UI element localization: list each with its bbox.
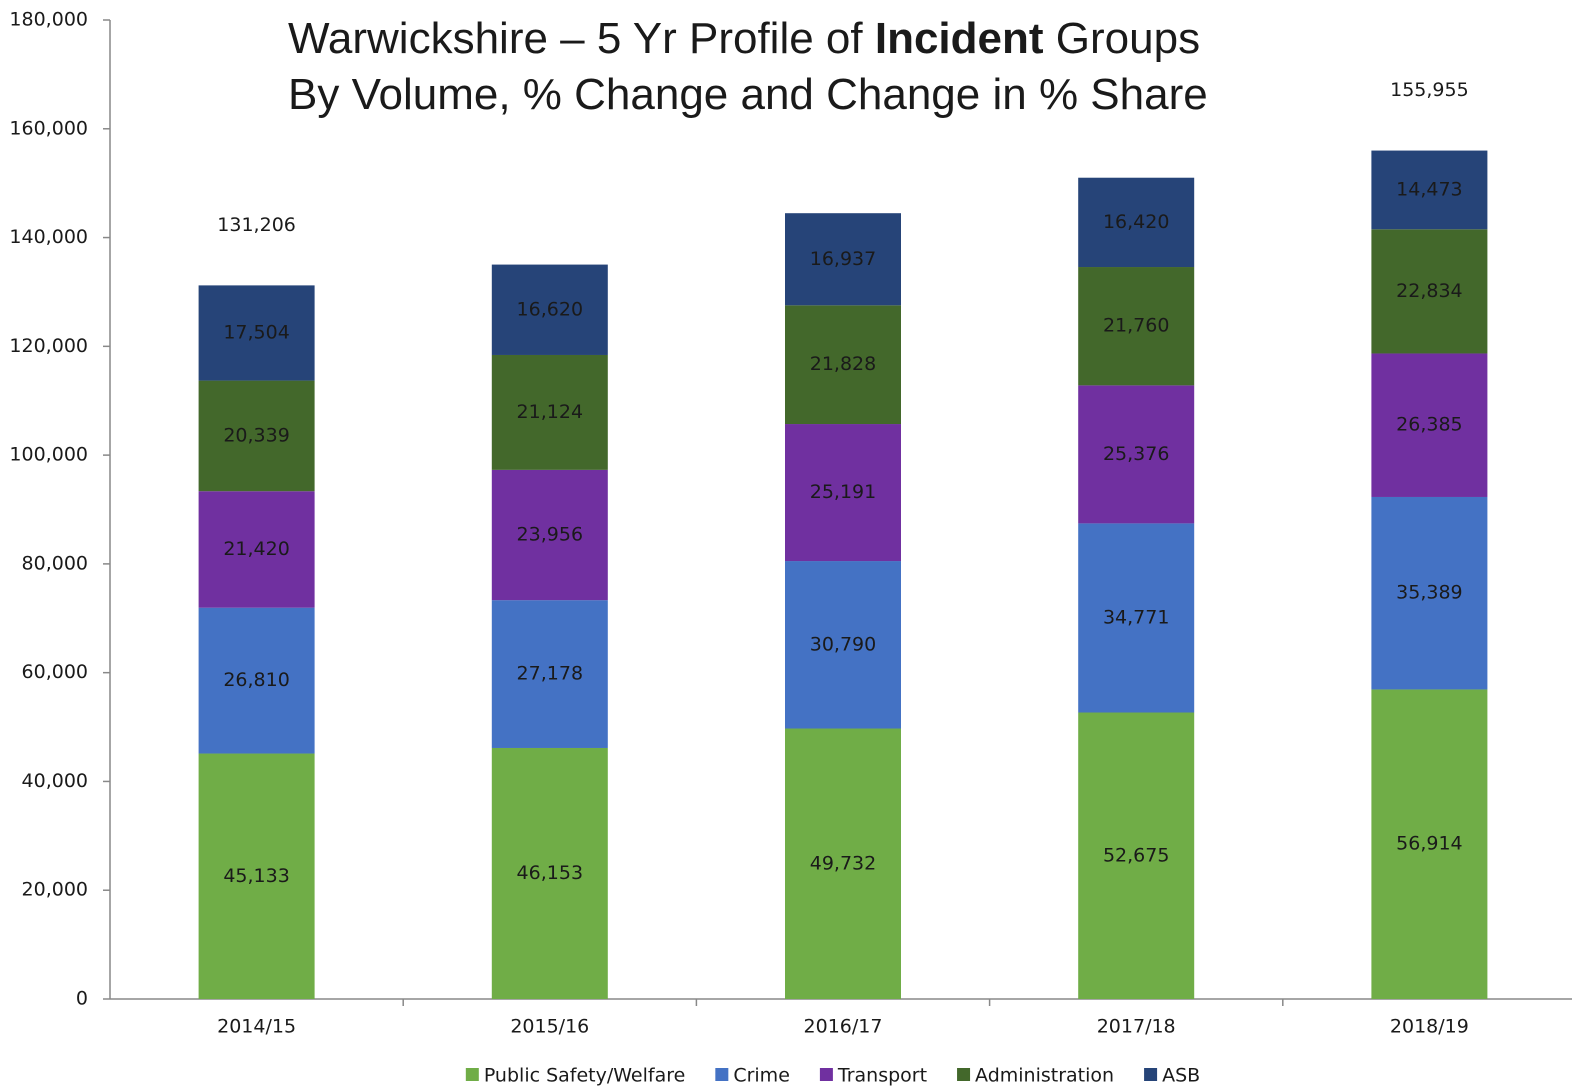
data-label: 26,385 (1396, 414, 1462, 436)
data-label: 20,339 (223, 424, 289, 446)
bar-segment (1078, 523, 1195, 713)
legend-label: Crime (733, 1065, 790, 1087)
bar-segment (785, 305, 901, 425)
data-label: 34,771 (1103, 606, 1169, 628)
legend-swatch (715, 1068, 729, 1081)
y-tick-label: 40,000 (22, 770, 88, 792)
bar-segment (1078, 177, 1195, 268)
y-tick-label: 120,000 (9, 335, 88, 357)
bar-segment (785, 213, 901, 306)
bar-segment (1078, 712, 1195, 999)
bar-segment (1371, 496, 1488, 690)
bar-segment (785, 561, 901, 729)
data-label: 16,937 (810, 248, 876, 270)
y-tick-label: 100,000 (9, 444, 88, 466)
data-label: 35,389 (1396, 582, 1462, 604)
legend-swatch (1144, 1068, 1158, 1081)
data-label: 52,675 (1103, 844, 1169, 866)
legend-label: ASB (1162, 1065, 1200, 1087)
data-label: 21,420 (223, 538, 289, 560)
bar-segment (491, 354, 608, 470)
data-label: 25,376 (1103, 443, 1169, 465)
y-tick-label: 60,000 (22, 661, 88, 683)
bar-segment (1371, 150, 1488, 230)
x-tick-label: 2014/15 (217, 1016, 296, 1038)
y-tick-label: 160,000 (9, 117, 88, 139)
data-label: 25,191 (810, 481, 876, 503)
data-label: 46,153 (517, 862, 583, 884)
data-label: 17,504 (223, 321, 289, 343)
title-part: Warwickshire – 5 Yr Profile of (288, 14, 863, 63)
bar-segment (1371, 353, 1488, 497)
y-tick-label: 80,000 (22, 552, 88, 574)
legend-label: Transport (837, 1065, 927, 1087)
bar-segment (491, 469, 608, 601)
legend-label: Administration (975, 1065, 1114, 1087)
bar-segment (491, 264, 608, 355)
bar-segment (198, 380, 315, 492)
x-tick-label: 2015/16 (510, 1016, 589, 1038)
data-label: 27,178 (517, 663, 583, 685)
y-tick-label: 180,000 (9, 9, 88, 31)
bar-segment (785, 424, 901, 562)
data-label: 21,124 (517, 401, 583, 423)
bar-segment (785, 728, 901, 999)
bar-segment (491, 747, 608, 999)
data-label: 14,473 (1396, 178, 1462, 200)
chart-title: Warwickshire – 5 Yr Profile of Incident … (288, 14, 1200, 63)
y-tick-label: 20,000 (22, 879, 88, 901)
y-tick-label: 0 (76, 988, 88, 1010)
data-label: 21,828 (810, 353, 876, 375)
legend-label: Public Safety/Welfare (484, 1065, 686, 1087)
x-tick-label: 2016/17 (804, 1016, 883, 1038)
data-label: 21,760 (1103, 315, 1169, 337)
data-label: 22,834 (1396, 280, 1462, 302)
legend-swatch (957, 1068, 971, 1081)
x-tick-label: 2018/19 (1390, 1016, 1469, 1038)
legend-swatch (819, 1068, 833, 1081)
bar-segment (198, 285, 315, 381)
bar-segment (198, 753, 315, 999)
data-label: 49,732 (810, 852, 876, 874)
bar-segment (1078, 267, 1195, 386)
total-label: 131,206 (217, 214, 296, 236)
bar-segment (1371, 229, 1488, 354)
data-label: 30,790 (810, 633, 876, 655)
bar-segment (1371, 689, 1488, 999)
bar-segment (491, 600, 608, 748)
x-tick-label: 2017/18 (1097, 1016, 1176, 1038)
chart-subtitle: By Volume, % Change and Change in % Shar… (288, 70, 1208, 119)
legend-swatch (465, 1068, 479, 1081)
data-label: 23,956 (517, 524, 583, 546)
bar-segment (198, 491, 315, 608)
data-label: 16,420 (1103, 211, 1169, 233)
y-tick-label: 140,000 (9, 226, 88, 248)
data-label: 16,620 (517, 298, 583, 320)
title-part: Incident (875, 14, 1044, 63)
data-label: 45,133 (223, 865, 289, 887)
total-label: 155,955 (1390, 79, 1469, 101)
data-label: 56,914 (1396, 833, 1462, 855)
data-label: 26,810 (223, 669, 289, 691)
bar-segment (198, 607, 315, 754)
bar-segment (1078, 385, 1195, 524)
title-part: Groups (1056, 14, 1200, 63)
